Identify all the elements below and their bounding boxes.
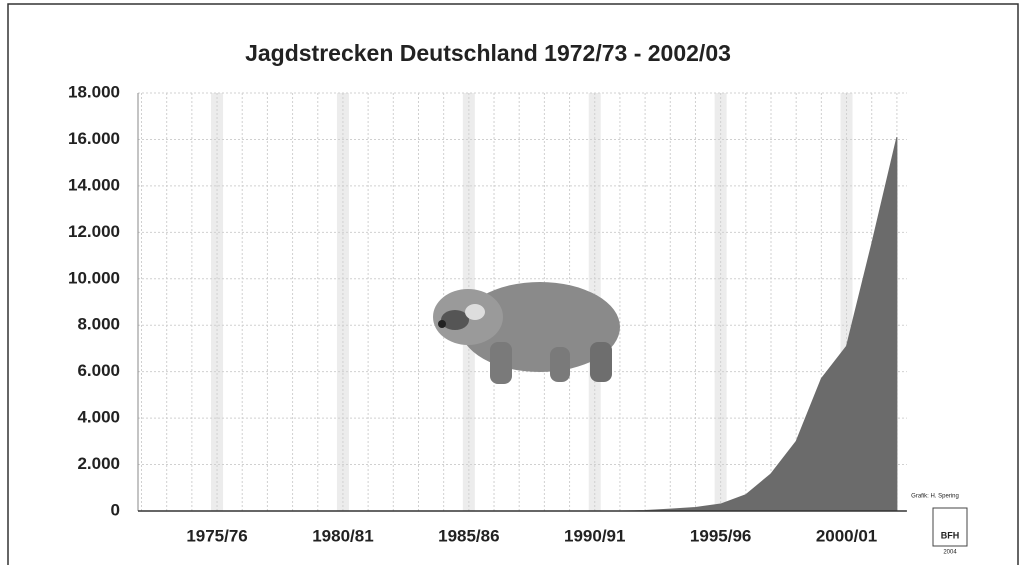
y-tick-label: 2.000	[77, 454, 120, 473]
chart-title: Jagdstrecken Deutschland 1972/73 - 2002/…	[245, 40, 731, 66]
x-tick-label: 1990/91	[564, 526, 625, 545]
y-tick-label: 12.000	[68, 222, 120, 241]
x-tick-label: 1995/96	[690, 526, 751, 545]
credit-logo: BFH	[941, 530, 960, 540]
y-tick-label: 4.000	[77, 408, 120, 427]
chart: Jagdstrecken Deutschland 1972/73 - 2002/…	[0, 0, 1025, 565]
y-tick-label: 14.000	[68, 175, 120, 194]
x-tick-label: 1980/81	[312, 526, 373, 545]
y-tick-label: 6.000	[77, 361, 120, 380]
credit-author: Grafik: H. Spering	[911, 494, 959, 500]
y-tick-label: 0	[111, 500, 120, 519]
credit-year: 2004	[943, 550, 957, 556]
y-tick-label: 18.000	[68, 82, 120, 101]
x-tick-label: 2000/01	[816, 526, 877, 545]
x-tick-label: 1975/76	[186, 526, 247, 545]
y-tick-label: 8.000	[77, 315, 120, 334]
y-tick-label: 10.000	[68, 268, 120, 287]
y-tick-label: 16.000	[68, 129, 120, 148]
x-tick-label: 1985/86	[438, 526, 499, 545]
